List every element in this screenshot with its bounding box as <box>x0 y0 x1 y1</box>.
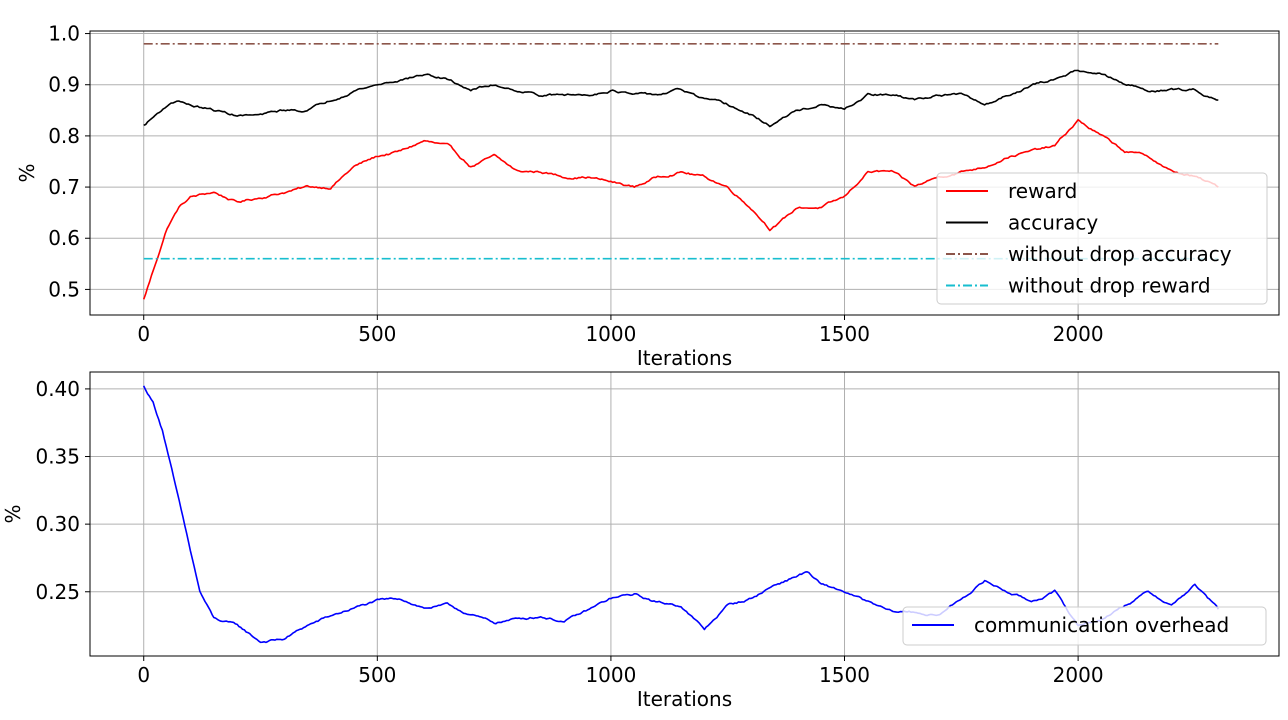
top-chart-axes-frame <box>89 30 1280 316</box>
x-tick-label: 1500 <box>819 322 870 346</box>
x-tick-label: 2000 <box>1053 322 1104 346</box>
x-tick-label: 1500 <box>819 663 870 687</box>
x-tick-label: 1000 <box>585 322 636 346</box>
bottom-chart-axes-frame <box>89 371 1280 657</box>
series-line-accuracy <box>143 69 1219 128</box>
bottom-chart-grid <box>90 372 1279 656</box>
y-tick-label: 0.35 <box>35 445 80 469</box>
top-chart-legend-box <box>936 172 1268 305</box>
top-chart-y-ticks: 0.5 0.6 0.7 0.8 0.9 1.0 <box>48 22 90 301</box>
y-tick-label: 0.7 <box>48 175 80 199</box>
legend-label-communication-overhead: communication overhead <box>974 613 1229 637</box>
x-tick-label: 0 <box>137 663 150 687</box>
top-chart-legend: reward accuracy without drop accuracy wi… <box>936 172 1268 305</box>
legend-label-accuracy: accuracy <box>1008 211 1098 235</box>
y-tick-label: 0.30 <box>35 512 80 536</box>
legend-label-reward: reward <box>1008 179 1077 203</box>
bottom-chart-x-ticks: 0 500 1000 1500 2000 <box>137 656 1104 687</box>
bottom-chart-legend-box <box>902 606 1267 646</box>
bottom-chart-x-axis-label: Iterations <box>637 687 732 711</box>
legend-label-without-drop-reward: without drop reward <box>1008 274 1211 298</box>
top-chart-y-axis-label: % <box>15 163 39 182</box>
bottom-chart-y-axis-label: % <box>1 504 25 523</box>
series-line-reward <box>142 118 1219 300</box>
bottom-chart-legend: communication overhead <box>902 606 1267 646</box>
y-tick-label: 0.40 <box>35 377 80 401</box>
x-tick-label: 500 <box>358 663 396 687</box>
x-tick-label: 500 <box>358 322 396 346</box>
top-chart-series <box>142 42 1219 300</box>
y-tick-label: 0.5 <box>48 277 80 301</box>
bottom-chart-series <box>142 385 1220 644</box>
series-line-communication-overhead <box>142 385 1220 644</box>
x-tick-label: 2000 <box>1053 663 1104 687</box>
y-tick-label: 0.25 <box>35 580 80 604</box>
top-chart-x-axis-label: Iterations <box>637 346 732 370</box>
bottom-chart-panel: 0 500 1000 1500 2000 0.25 0.30 0.35 0.40 Iterat… <box>1 371 1280 711</box>
legend-label-without-drop-accuracy: without drop accuracy <box>1008 242 1232 266</box>
y-tick-label: 0.6 <box>48 226 80 250</box>
top-chart-panel: 0 500 1000 1500 2000 0.5 0.6 0.7 0.8 0.9 1.0 Iter… <box>15 22 1280 370</box>
y-tick-label: 0.8 <box>48 124 80 148</box>
x-tick-label: 0 <box>137 322 150 346</box>
bottom-chart-y-ticks: 0.25 0.30 0.35 0.40 <box>35 377 90 604</box>
top-chart-x-ticks: 0 500 1000 1500 2000 <box>137 315 1104 346</box>
y-tick-label: 0.9 <box>48 73 80 97</box>
x-tick-label: 1000 <box>585 663 636 687</box>
y-tick-label: 1.0 <box>48 22 80 46</box>
